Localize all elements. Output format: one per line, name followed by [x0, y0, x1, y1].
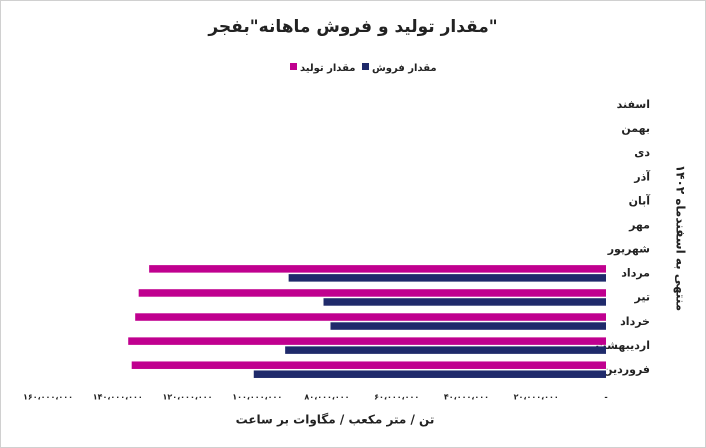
legend-swatch: [362, 63, 369, 70]
bar: [330, 322, 606, 330]
bar: [323, 298, 606, 306]
x-tick-label: ۱۶۰،۰۰۰،۰۰۰: [23, 393, 73, 402]
bar: [253, 370, 606, 378]
bar: [131, 361, 606, 369]
y-axis-label: منتهی به اسفندماه ۱۴۰۲: [674, 165, 688, 311]
x-tick-label: ۱۴۰،۰۰۰،۰۰۰: [93, 393, 143, 402]
x-tick-label: ۲۰،۰۰۰،۰۰۰: [514, 393, 559, 402]
y-tick-label: بهمن: [621, 122, 650, 135]
y-tick-label: اسفند: [617, 98, 650, 111]
chart-title: مقدار تولید و فروش ماهانه"بفجر": [207, 17, 497, 37]
x-tick-label: -: [604, 393, 607, 402]
bar: [138, 289, 607, 297]
y-tick-label: دی: [634, 146, 650, 159]
bar: [128, 337, 606, 345]
y-tick-label: خرداد: [620, 315, 650, 328]
bar: [149, 265, 606, 273]
y-tick-label: اردیبهشت: [596, 339, 650, 352]
y-tick-label: آذر: [633, 169, 650, 183]
y-tick-label: فروردین: [603, 363, 650, 376]
y-tick-label: تیر: [634, 291, 650, 304]
bar: [288, 274, 606, 282]
legend-swatch: [290, 63, 297, 70]
legend-label: مقدار تولید: [300, 63, 355, 74]
x-axis-label: تن / متر مکعب / مگاوات بر ساعت: [236, 413, 435, 428]
bar: [135, 313, 606, 321]
x-tick-label: ۶۰،۰۰۰،۰۰۰: [374, 393, 419, 402]
y-tick-label: مهر: [628, 218, 650, 231]
y-tick-label: مرداد: [621, 267, 650, 280]
bar: [285, 346, 606, 354]
y-tick-label: شهریور: [607, 243, 650, 256]
y-tick-label: آبان: [629, 193, 651, 207]
x-tick-label: ۱۰۰،۰۰۰،۰۰۰: [232, 393, 282, 402]
x-tick-label: ۴۰،۰۰۰،۰۰۰: [444, 393, 489, 402]
x-tick-label: ۱۲۰،۰۰۰،۰۰۰: [162, 393, 212, 402]
legend-label: مقدار فروش: [372, 63, 437, 74]
x-tick-label: ۸۰،۰۰۰،۰۰۰: [304, 393, 349, 402]
